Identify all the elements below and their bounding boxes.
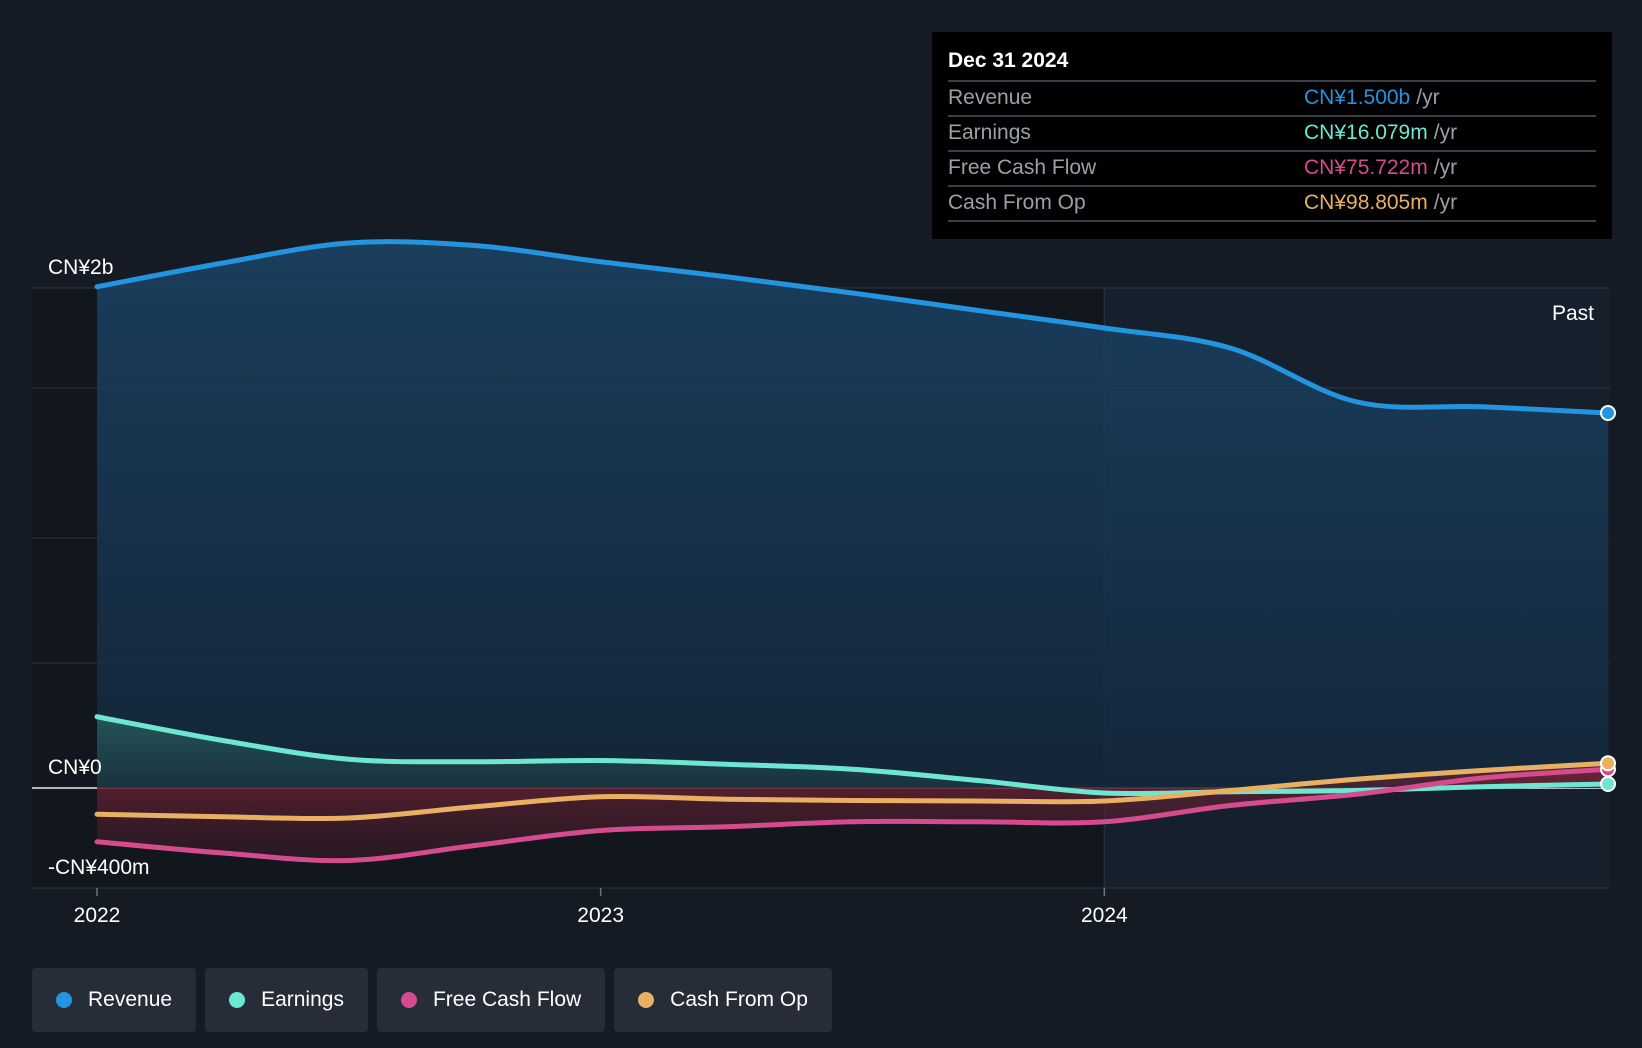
series-lines: [94, 239, 1611, 864]
tooltip-value: CN¥1.500b: [1304, 86, 1411, 109]
legend-label: Revenue: [88, 988, 173, 1011]
tooltip-value: CN¥16.079m: [1304, 121, 1428, 144]
legend: Revenue Earnings Free Cash Flow Cash Fro…: [32, 968, 832, 1032]
tooltip-value: CN¥75.722m: [1304, 156, 1428, 179]
legend-label: Earnings: [261, 988, 344, 1011]
tooltip-unit: /yr: [1416, 86, 1440, 109]
legend-item-earnings[interactable]: Earnings: [205, 968, 368, 1032]
tooltip-date: Dec 31 2024: [948, 46, 1596, 82]
legend-label: Free Cash Flow: [432, 988, 582, 1011]
legend-dot-icon: [56, 992, 72, 1008]
tooltip-value: CN¥98.805m: [1304, 191, 1428, 214]
earnings-area: [97, 716, 1608, 794]
past-label: Past: [1552, 302, 1594, 325]
series-endpoints: [1600, 405, 1616, 792]
revenue-line: [94, 239, 1611, 416]
series-areas: [97, 241, 1608, 861]
tooltip-unit: /yr: [1433, 156, 1458, 179]
tooltip-row-free-cash-flow: Free Cash Flow CN¥75.722m /yr: [948, 152, 1596, 187]
tooltip-label: Revenue: [948, 86, 1033, 109]
cash-from-op-endpoint: [1600, 755, 1616, 772]
x-tick-label: 2022: [74, 904, 121, 927]
y-axis: CN¥2b CN¥0 -CN¥400m: [48, 256, 150, 879]
tooltip-label: Earnings: [948, 121, 1031, 144]
y-tick-label: -CN¥400m: [48, 856, 150, 879]
tooltip-unit: /yr: [1433, 191, 1458, 214]
x-tick-label: 2023: [577, 904, 624, 927]
tooltip-row-earnings: Earnings CN¥16.079m /yr: [948, 117, 1596, 152]
cash-from-op-line: [94, 760, 1611, 822]
legend-dot-icon: [400, 992, 417, 1008]
tooltip-row-revenue: Revenue CN¥1.500b /yr: [948, 82, 1596, 117]
legend-item-revenue[interactable]: Revenue: [32, 968, 197, 1032]
tooltip-row-cash-from-op: Cash From Op CN¥98.805m /yr: [948, 187, 1596, 222]
tooltip-label: Cash From Op: [948, 191, 1086, 214]
revenue-endpoint: [1600, 405, 1616, 421]
x-tick-label: 2024: [1081, 904, 1128, 927]
tooltip-unit: /yr: [1433, 121, 1458, 144]
x-axis: 2022 2023 2024: [74, 888, 1128, 927]
legend-dot-icon: [638, 992, 655, 1008]
legend-label: Cash From Op: [670, 988, 808, 1011]
legend-dot-icon: [229, 992, 246, 1008]
legend-item-free-cash-flow[interactable]: Free Cash Flow: [376, 968, 606, 1032]
y-tick-label: CN¥2b: [48, 256, 113, 279]
y-tick-label: CN¥0: [48, 756, 102, 779]
earnings-endpoint: [1600, 776, 1616, 792]
free-cash-flow-line: [94, 766, 1611, 864]
tooltip-label: Free Cash Flow: [948, 156, 1097, 179]
tooltip: Dec 31 2024 Revenue CN¥1.500b /yr Earnin…: [932, 32, 1612, 239]
revenue-area: [97, 241, 1608, 789]
legend-item-cash-from-op[interactable]: Cash From Op: [614, 968, 832, 1032]
earnings-line: [94, 714, 1611, 797]
